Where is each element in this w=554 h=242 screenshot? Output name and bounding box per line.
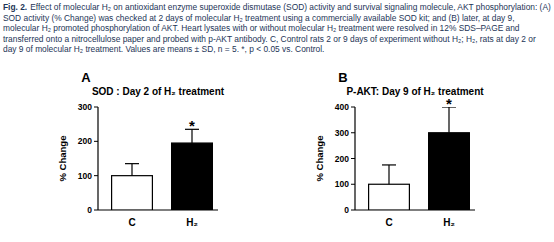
marks (112, 129, 213, 210)
bar (172, 143, 213, 210)
bar (369, 184, 410, 210)
y-tick-label: 200 (335, 154, 349, 164)
y-tick-label: 300 (78, 102, 92, 112)
y-axis (97, 107, 98, 210)
panel: BP-AKT: Day 9 of H₂ treatment % Change 0 10… (314, 70, 484, 228)
caption-text: Effect of molecular H₂ on antioxidant en… (3, 2, 551, 54)
bar (112, 176, 153, 210)
significance: * (189, 117, 195, 134)
caption-label: Fig. 2. (3, 2, 27, 12)
x-tick-label: H₂ (443, 217, 455, 228)
y-tick-label: 0 (344, 205, 349, 215)
error-stem (388, 165, 389, 184)
y-tick-label: 200 (78, 136, 92, 146)
panel: ASOD : Day 2 of H₂ treatment % Change 0 100… (57, 70, 225, 228)
significance: * (446, 95, 452, 112)
error-stem (131, 164, 132, 176)
y-axis-label: % Change (57, 136, 68, 182)
y-tick-label: 100 (335, 179, 349, 189)
y-tick-label: 400 (335, 102, 349, 112)
chart-title: P-AKT: Day 9 of H₂ treatment (346, 86, 484, 97)
error-cap (382, 164, 396, 165)
bar (429, 133, 470, 210)
x-tick-label: C (128, 217, 135, 228)
y-tick-label: 300 (335, 128, 349, 138)
caption: Fig. 2.Effect of molecular H₂ on antioxi… (3, 2, 551, 55)
y-axis (354, 107, 355, 210)
figure: ASOD : Day 2 of H₂ treatment % Change 0 100… (0, 0, 554, 242)
x-tick-label: C (385, 217, 392, 228)
error-bar (125, 164, 139, 176)
error-cap (125, 163, 139, 164)
y-tick-label: 100 (78, 171, 92, 181)
chart-title: SOD : Day 2 of H₂ treatment (92, 86, 225, 97)
panel-label: A (81, 70, 91, 85)
x-tick-label: H₂ (186, 217, 198, 228)
panel-label: B (338, 70, 347, 85)
error-bar (382, 165, 396, 184)
y-tick-label: 0 (87, 205, 92, 215)
y-axis-label: % Change (314, 136, 325, 182)
marks (369, 107, 470, 210)
